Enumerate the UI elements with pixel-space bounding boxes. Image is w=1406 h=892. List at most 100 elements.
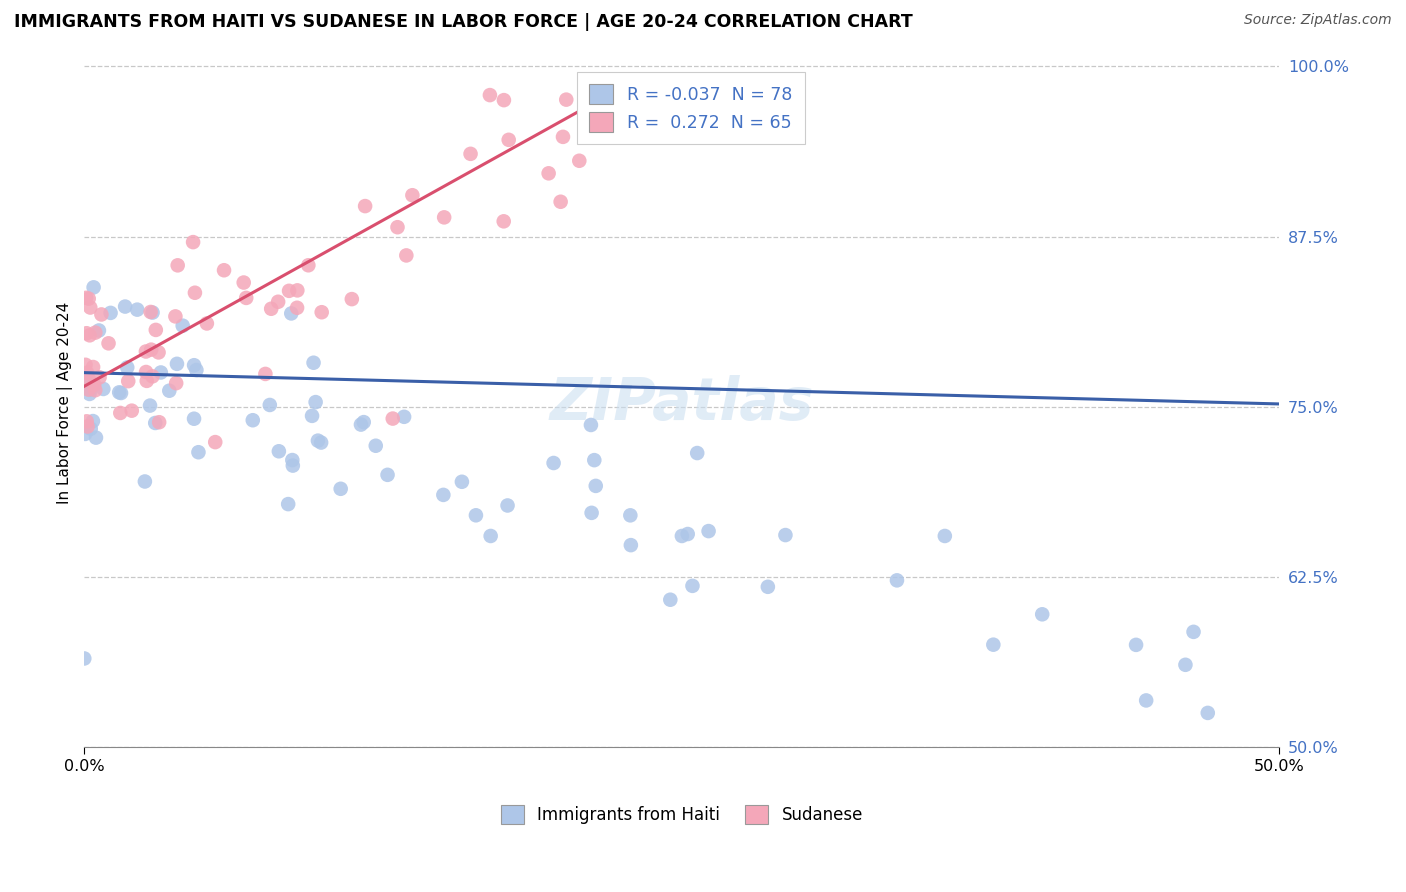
Point	[77, 383, 100, 397]
Point	[121, 403, 143, 417]
Point	[75, 291, 97, 305]
Point	[76, 326, 98, 341]
Point	[329, 482, 352, 496]
Point	[354, 199, 377, 213]
Text: IMMIGRANTS FROM HAITI VS SUDANESE IN LABOR FORCE | AGE 20-24 CORRELATION CHART: IMMIGRANTS FROM HAITI VS SUDANESE IN LAB…	[14, 13, 912, 31]
Point	[242, 413, 264, 427]
Point	[84, 383, 107, 397]
Point	[135, 374, 157, 388]
Point	[82, 414, 104, 428]
Point	[84, 431, 107, 445]
Point	[1135, 693, 1157, 707]
Point	[302, 356, 325, 370]
Point	[307, 434, 329, 448]
Point	[460, 146, 482, 161]
Point	[157, 384, 180, 398]
Point	[145, 323, 167, 337]
Point	[75, 426, 97, 441]
Point	[568, 153, 591, 168]
Point	[108, 385, 131, 400]
Point	[267, 444, 290, 458]
Point	[281, 453, 304, 467]
Point	[555, 93, 578, 107]
Point	[401, 188, 423, 202]
Point	[395, 248, 418, 262]
Point	[364, 439, 387, 453]
Point	[886, 574, 908, 588]
Point	[492, 93, 515, 107]
Point	[392, 409, 415, 424]
Point	[267, 294, 290, 309]
Point	[1182, 624, 1205, 639]
Point	[285, 301, 308, 315]
Point	[451, 475, 474, 489]
Point	[1125, 638, 1147, 652]
Point	[134, 475, 156, 489]
Point	[543, 456, 565, 470]
Point	[79, 301, 101, 315]
Point	[259, 398, 281, 412]
Point	[465, 508, 488, 523]
Point	[141, 369, 163, 384]
Point	[76, 366, 98, 380]
Point	[91, 382, 114, 396]
Point	[79, 328, 101, 343]
Point	[579, 417, 602, 432]
Point	[585, 479, 607, 493]
Point	[117, 374, 139, 388]
Point	[377, 467, 399, 482]
Point	[775, 528, 797, 542]
Point	[381, 411, 404, 425]
Point	[277, 497, 299, 511]
Point	[110, 386, 132, 401]
Point	[186, 363, 208, 377]
Point	[76, 419, 98, 434]
Point	[97, 336, 120, 351]
Point	[1197, 706, 1219, 720]
Point	[478, 88, 501, 103]
Point	[983, 638, 1005, 652]
Point	[232, 276, 254, 290]
Point	[165, 376, 187, 391]
Point	[433, 211, 456, 225]
Point	[537, 166, 560, 180]
Point	[350, 417, 373, 432]
Point	[551, 129, 574, 144]
Point	[79, 383, 101, 397]
Point	[260, 301, 283, 316]
Point	[79, 387, 101, 401]
Point	[301, 409, 323, 423]
Point	[387, 220, 409, 235]
Point	[87, 323, 110, 337]
Point	[496, 499, 519, 513]
Point	[756, 580, 779, 594]
Point	[671, 529, 693, 543]
Point	[212, 263, 235, 277]
Point	[285, 284, 308, 298]
Point	[141, 305, 163, 319]
Point	[141, 343, 163, 357]
Legend: Immigrants from Haiti, Sudanese: Immigrants from Haiti, Sudanese	[492, 797, 872, 832]
Point	[619, 508, 641, 523]
Point	[143, 416, 166, 430]
Point	[340, 292, 363, 306]
Point	[676, 527, 699, 541]
Point	[479, 529, 502, 543]
Point	[181, 235, 204, 249]
Point	[139, 305, 162, 319]
Point	[280, 306, 302, 320]
Point	[304, 395, 326, 409]
Point	[1174, 657, 1197, 672]
Point	[75, 358, 97, 372]
Point	[934, 529, 956, 543]
Point	[75, 371, 97, 385]
Point	[432, 488, 454, 502]
Point	[114, 300, 136, 314]
Point	[581, 506, 603, 520]
Point	[195, 317, 218, 331]
Point	[183, 411, 205, 425]
Point	[309, 435, 332, 450]
Point	[148, 415, 170, 429]
Point	[659, 592, 682, 607]
Point	[83, 377, 105, 392]
